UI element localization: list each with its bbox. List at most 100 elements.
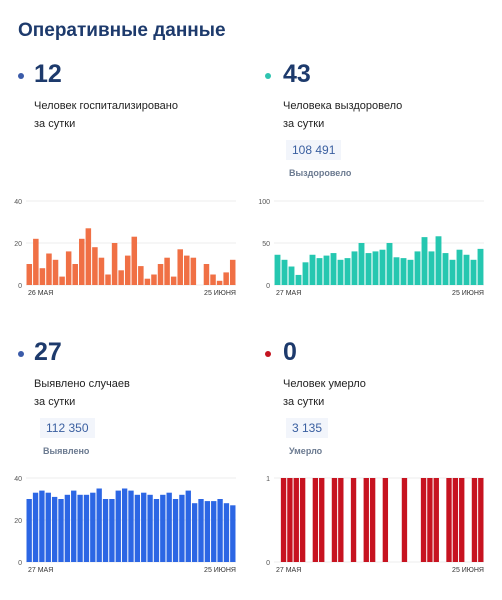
bar bbox=[138, 266, 144, 285]
y-tick-label: 20 bbox=[14, 241, 22, 248]
recovered-line1: Человека выздоровело bbox=[283, 100, 403, 112]
bar bbox=[198, 499, 204, 562]
y-tick-label: 20 bbox=[14, 518, 22, 525]
bar bbox=[65, 251, 72, 285]
bar bbox=[90, 492, 96, 562]
y-tick-label: 0 bbox=[266, 560, 270, 567]
detected-total-label: Выявлено bbox=[43, 446, 90, 456]
recovered-description: Человека выздоровело за сутки bbox=[283, 97, 402, 133]
bar bbox=[230, 505, 236, 562]
bar bbox=[229, 259, 236, 285]
deaths-total-label: Умерло bbox=[289, 446, 323, 456]
bar bbox=[295, 274, 302, 285]
detected-line2: за сутки bbox=[34, 396, 76, 408]
bar bbox=[111, 243, 118, 285]
bar bbox=[287, 478, 293, 562]
bar bbox=[338, 478, 344, 562]
bar bbox=[379, 249, 386, 285]
bar bbox=[32, 492, 39, 562]
bar bbox=[52, 259, 59, 285]
bar bbox=[428, 251, 435, 285]
bar bbox=[59, 276, 65, 285]
bar bbox=[39, 490, 45, 562]
bar bbox=[134, 494, 141, 562]
bar bbox=[33, 238, 39, 285]
bar bbox=[319, 478, 325, 562]
bar bbox=[164, 257, 170, 285]
hospitalized-value: 12 bbox=[34, 60, 62, 88]
bar bbox=[185, 490, 191, 562]
y-tick-label: 50 bbox=[262, 241, 270, 248]
bar bbox=[414, 251, 421, 285]
y-tick-label: 40 bbox=[14, 199, 22, 206]
deaths-dot-icon bbox=[265, 351, 271, 357]
recovered-value: 43 bbox=[283, 60, 311, 88]
bar bbox=[478, 478, 484, 562]
deaths-value: 0 bbox=[283, 338, 297, 366]
bar bbox=[96, 488, 102, 562]
x-start-label: 27 МАЯ bbox=[276, 290, 301, 297]
bar bbox=[407, 259, 414, 285]
bar bbox=[39, 268, 46, 285]
bar bbox=[210, 274, 216, 285]
bar bbox=[45, 492, 51, 562]
bar bbox=[223, 272, 229, 285]
y-tick-label: 0 bbox=[266, 283, 270, 290]
bar bbox=[147, 494, 153, 562]
deaths-total: 3 135 bbox=[286, 418, 329, 438]
bar bbox=[157, 264, 164, 285]
bar bbox=[449, 259, 456, 285]
y-tick-label: 1 bbox=[266, 476, 270, 483]
bar bbox=[71, 490, 77, 562]
bar bbox=[358, 243, 365, 285]
bar bbox=[280, 478, 287, 562]
bar bbox=[427, 478, 433, 562]
bar bbox=[102, 499, 109, 562]
bar bbox=[190, 257, 197, 285]
bar bbox=[420, 478, 427, 562]
bar bbox=[344, 258, 351, 285]
y-tick-label: 0 bbox=[18, 283, 22, 290]
bar bbox=[77, 494, 83, 562]
bar bbox=[141, 492, 147, 562]
detected-description: Выявлено случаев за сутки bbox=[34, 375, 130, 411]
page-title: Оперативные данные bbox=[18, 20, 226, 41]
bar bbox=[459, 478, 465, 562]
y-tick-label: 40 bbox=[14, 476, 22, 483]
bar bbox=[191, 503, 198, 562]
bar bbox=[184, 255, 190, 285]
bar bbox=[160, 494, 166, 562]
bar bbox=[288, 266, 295, 285]
bar bbox=[144, 278, 151, 285]
bar bbox=[386, 243, 393, 285]
bar bbox=[471, 478, 478, 562]
detected-total: 112 350 bbox=[40, 418, 95, 438]
bar bbox=[372, 251, 379, 285]
bar bbox=[363, 478, 369, 562]
hospitalized-line2: за сутки bbox=[34, 118, 76, 130]
bar bbox=[293, 478, 299, 562]
x-end-label: 25 ИЮНЯ bbox=[452, 567, 484, 574]
bar bbox=[393, 257, 400, 285]
detected-line1: Выявлено случаев bbox=[34, 378, 130, 390]
bar bbox=[456, 249, 463, 285]
bar bbox=[131, 236, 138, 285]
bar bbox=[170, 276, 177, 285]
y-tick-label: 0 bbox=[18, 560, 22, 567]
bar bbox=[109, 499, 115, 562]
bar bbox=[118, 270, 124, 285]
bar bbox=[316, 258, 323, 285]
bar bbox=[330, 253, 337, 285]
bar bbox=[351, 251, 358, 285]
bar bbox=[58, 499, 64, 562]
bar bbox=[223, 503, 230, 562]
bar bbox=[323, 255, 330, 285]
bar bbox=[51, 496, 58, 562]
bar bbox=[26, 264, 33, 285]
bar bbox=[433, 478, 439, 562]
hospitalized-chart: 0 20 40 26 МАЯ 25 ИЮНЯ bbox=[14, 199, 236, 297]
bar bbox=[463, 254, 470, 285]
bar bbox=[85, 228, 92, 285]
bar bbox=[26, 499, 32, 562]
detected-value: 27 bbox=[34, 338, 62, 366]
